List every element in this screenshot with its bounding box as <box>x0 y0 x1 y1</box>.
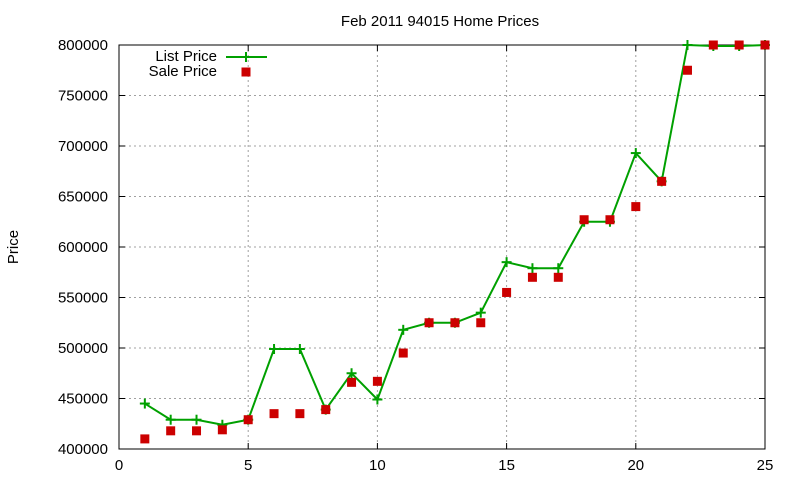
sale-price-marker <box>760 40 770 50</box>
chart-title: Feb 2011 94015 Home Prices <box>341 13 539 30</box>
grid-lines <box>119 45 765 449</box>
y-tick-label: 750000 <box>58 88 108 105</box>
tick-labels: 0 5 10 15 20 25 400000 450000 500000 550000 600000… <box>58 37 773 474</box>
sale-price-marker <box>372 376 382 386</box>
x-tick-label: 10 <box>369 457 386 474</box>
sale-price-marker <box>502 287 512 297</box>
x-tick-label: 0 <box>115 457 123 474</box>
sale-price-marker <box>217 425 227 435</box>
axes <box>118 44 766 450</box>
y-tick-label: 650000 <box>58 189 108 206</box>
sale-price-marker <box>708 40 718 50</box>
x-tick-label: 25 <box>757 457 774 474</box>
sale-price-marker <box>295 409 305 419</box>
x-tick-label: 20 <box>627 457 644 474</box>
legend-sale-square-icon <box>241 67 251 77</box>
sale-price-marker <box>269 409 279 419</box>
sale-price-marker <box>398 348 408 358</box>
sale-price-marker <box>605 215 615 225</box>
sale-price-marker <box>657 176 667 186</box>
y-tick-label: 500000 <box>58 340 108 357</box>
sale-price-marker <box>631 202 641 212</box>
sale-price-marker <box>682 65 692 75</box>
y-tick-label: 800000 <box>58 37 108 54</box>
sale-price-marker <box>243 415 253 425</box>
x-tick-label: 15 <box>498 457 515 474</box>
sale-price-marker <box>476 318 486 328</box>
y-axis-label: Price <box>5 230 22 264</box>
series-list-price <box>139 40 770 430</box>
y-tick-label: 450000 <box>58 391 108 408</box>
legend-label-list-price: List Price <box>155 48 217 65</box>
sale-price-marker <box>347 377 357 387</box>
sale-price-marker <box>424 318 434 328</box>
y-tick-label: 600000 <box>58 239 108 256</box>
sale-price-marker <box>321 405 331 415</box>
x-tick-label: 5 <box>244 457 252 474</box>
sale-price-marker <box>527 272 537 282</box>
sale-price-marker <box>450 318 460 328</box>
legend: List Price Sale Price <box>149 48 267 80</box>
sale-price-marker <box>579 215 589 225</box>
y-tick-label: 400000 <box>58 441 108 458</box>
y-tick-label: 700000 <box>58 138 108 155</box>
sale-price-marker <box>192 426 202 436</box>
list-price-line <box>144 43 766 426</box>
series-sale-price <box>140 40 770 444</box>
sale-price-marker <box>166 426 176 436</box>
y-tick-label: 550000 <box>58 290 108 307</box>
sale-price-marker <box>734 40 744 50</box>
sale-price-marker <box>553 272 563 282</box>
legend-label-sale-price: Sale Price <box>149 63 217 80</box>
sale-price-marker <box>140 434 150 444</box>
